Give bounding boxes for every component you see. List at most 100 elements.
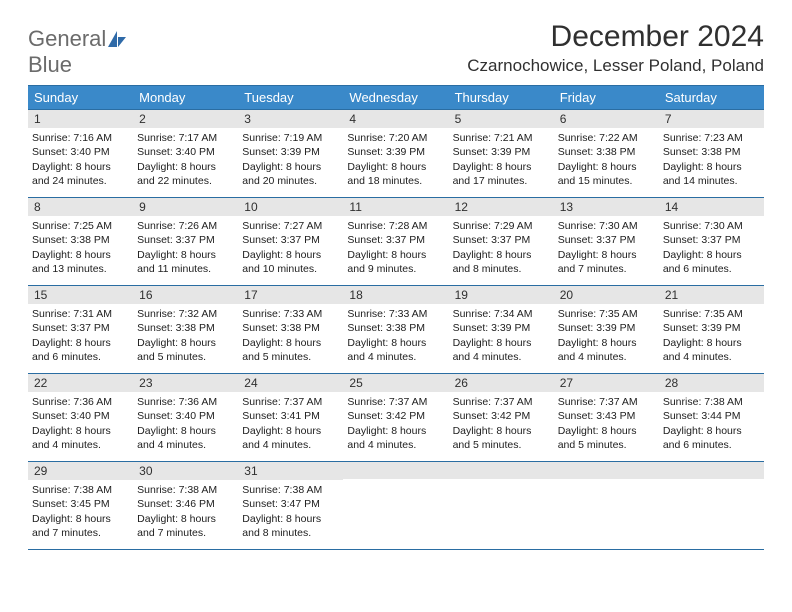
day-details xyxy=(659,479,764,539)
weekday-header: Tuesday xyxy=(238,86,343,110)
day-number: 17 xyxy=(238,286,343,304)
calendar-week-row: 15Sunrise: 7:31 AMSunset: 3:37 PMDayligh… xyxy=(28,286,764,374)
day-number: 21 xyxy=(659,286,764,304)
day-details: Sunrise: 7:35 AMSunset: 3:39 PMDaylight:… xyxy=(659,304,764,367)
day-details: Sunrise: 7:20 AMSunset: 3:39 PMDaylight:… xyxy=(343,128,448,191)
calendar-day-cell: 3Sunrise: 7:19 AMSunset: 3:39 PMDaylight… xyxy=(238,110,343,198)
day-number: 26 xyxy=(449,374,554,392)
day-number: 23 xyxy=(133,374,238,392)
day-number: 10 xyxy=(238,198,343,216)
day-number: 5 xyxy=(449,110,554,128)
calendar-day-cell: 22Sunrise: 7:36 AMSunset: 3:40 PMDayligh… xyxy=(28,374,133,462)
calendar-day-cell: 25Sunrise: 7:37 AMSunset: 3:42 PMDayligh… xyxy=(343,374,448,462)
day-details: Sunrise: 7:22 AMSunset: 3:38 PMDaylight:… xyxy=(554,128,659,191)
day-number: 7 xyxy=(659,110,764,128)
calendar-day-cell: 10Sunrise: 7:27 AMSunset: 3:37 PMDayligh… xyxy=(238,198,343,286)
calendar-day-cell xyxy=(449,462,554,550)
day-number: 24 xyxy=(238,374,343,392)
day-details: Sunrise: 7:30 AMSunset: 3:37 PMDaylight:… xyxy=(554,216,659,279)
logo-text-1: General xyxy=(28,26,106,51)
calendar-day-cell: 31Sunrise: 7:38 AMSunset: 3:47 PMDayligh… xyxy=(238,462,343,550)
day-number: 8 xyxy=(28,198,133,216)
logo-text: General Blue xyxy=(28,28,128,77)
calendar-day-cell: 23Sunrise: 7:36 AMSunset: 3:40 PMDayligh… xyxy=(133,374,238,462)
calendar-day-cell: 6Sunrise: 7:22 AMSunset: 3:38 PMDaylight… xyxy=(554,110,659,198)
logo-text-2: Blue xyxy=(28,52,72,77)
calendar-day-cell: 28Sunrise: 7:38 AMSunset: 3:44 PMDayligh… xyxy=(659,374,764,462)
calendar-day-cell: 1Sunrise: 7:16 AMSunset: 3:40 PMDaylight… xyxy=(28,110,133,198)
day-number: 28 xyxy=(659,374,764,392)
day-details: Sunrise: 7:28 AMSunset: 3:37 PMDaylight:… xyxy=(343,216,448,279)
day-details: Sunrise: 7:37 AMSunset: 3:42 PMDaylight:… xyxy=(343,392,448,455)
day-details xyxy=(449,479,554,539)
day-details: Sunrise: 7:38 AMSunset: 3:46 PMDaylight:… xyxy=(133,480,238,543)
day-details: Sunrise: 7:37 AMSunset: 3:42 PMDaylight:… xyxy=(449,392,554,455)
calendar-page: General Blue December 2024 Czarnochowice… xyxy=(0,0,792,570)
sail-icon xyxy=(106,29,128,54)
calendar-day-cell: 19Sunrise: 7:34 AMSunset: 3:39 PMDayligh… xyxy=(449,286,554,374)
calendar-week-row: 29Sunrise: 7:38 AMSunset: 3:45 PMDayligh… xyxy=(28,462,764,550)
day-number: 30 xyxy=(133,462,238,480)
calendar-week-row: 1Sunrise: 7:16 AMSunset: 3:40 PMDaylight… xyxy=(28,110,764,198)
day-details: Sunrise: 7:35 AMSunset: 3:39 PMDaylight:… xyxy=(554,304,659,367)
day-details: Sunrise: 7:23 AMSunset: 3:38 PMDaylight:… xyxy=(659,128,764,191)
day-details: Sunrise: 7:38 AMSunset: 3:45 PMDaylight:… xyxy=(28,480,133,543)
calendar-week-row: 22Sunrise: 7:36 AMSunset: 3:40 PMDayligh… xyxy=(28,374,764,462)
day-number: 27 xyxy=(554,374,659,392)
day-details: Sunrise: 7:37 AMSunset: 3:41 PMDaylight:… xyxy=(238,392,343,455)
day-details: Sunrise: 7:33 AMSunset: 3:38 PMDaylight:… xyxy=(343,304,448,367)
calendar-day-cell: 17Sunrise: 7:33 AMSunset: 3:38 PMDayligh… xyxy=(238,286,343,374)
day-number: 3 xyxy=(238,110,343,128)
calendar-day-cell: 15Sunrise: 7:31 AMSunset: 3:37 PMDayligh… xyxy=(28,286,133,374)
calendar-day-cell: 20Sunrise: 7:35 AMSunset: 3:39 PMDayligh… xyxy=(554,286,659,374)
calendar-day-cell xyxy=(659,462,764,550)
calendar-table: SundayMondayTuesdayWednesdayThursdayFrid… xyxy=(28,85,764,550)
day-number xyxy=(343,462,448,479)
calendar-week-row: 8Sunrise: 7:25 AMSunset: 3:38 PMDaylight… xyxy=(28,198,764,286)
weekday-header: Monday xyxy=(133,86,238,110)
calendar-day-cell: 21Sunrise: 7:35 AMSunset: 3:39 PMDayligh… xyxy=(659,286,764,374)
calendar-day-cell: 14Sunrise: 7:30 AMSunset: 3:37 PMDayligh… xyxy=(659,198,764,286)
day-number: 20 xyxy=(554,286,659,304)
day-number: 9 xyxy=(133,198,238,216)
day-details: Sunrise: 7:16 AMSunset: 3:40 PMDaylight:… xyxy=(28,128,133,191)
month-title: December 2024 xyxy=(467,20,764,54)
calendar-day-cell: 2Sunrise: 7:17 AMSunset: 3:40 PMDaylight… xyxy=(133,110,238,198)
day-details: Sunrise: 7:32 AMSunset: 3:38 PMDaylight:… xyxy=(133,304,238,367)
page-header: General Blue December 2024 Czarnochowice… xyxy=(28,20,764,77)
weekday-header: Thursday xyxy=(449,86,554,110)
calendar-day-cell xyxy=(554,462,659,550)
day-number: 6 xyxy=(554,110,659,128)
calendar-day-cell: 7Sunrise: 7:23 AMSunset: 3:38 PMDaylight… xyxy=(659,110,764,198)
day-number: 18 xyxy=(343,286,448,304)
day-number: 13 xyxy=(554,198,659,216)
day-details: Sunrise: 7:25 AMSunset: 3:38 PMDaylight:… xyxy=(28,216,133,279)
day-details xyxy=(343,479,448,539)
day-number xyxy=(554,462,659,479)
location: Czarnochowice, Lesser Poland, Poland xyxy=(467,56,764,76)
day-number: 19 xyxy=(449,286,554,304)
day-number: 2 xyxy=(133,110,238,128)
day-number: 11 xyxy=(343,198,448,216)
day-details: Sunrise: 7:17 AMSunset: 3:40 PMDaylight:… xyxy=(133,128,238,191)
day-details: Sunrise: 7:21 AMSunset: 3:39 PMDaylight:… xyxy=(449,128,554,191)
calendar-day-cell: 27Sunrise: 7:37 AMSunset: 3:43 PMDayligh… xyxy=(554,374,659,462)
day-details: Sunrise: 7:30 AMSunset: 3:37 PMDaylight:… xyxy=(659,216,764,279)
day-details: Sunrise: 7:31 AMSunset: 3:37 PMDaylight:… xyxy=(28,304,133,367)
calendar-day-cell: 5Sunrise: 7:21 AMSunset: 3:39 PMDaylight… xyxy=(449,110,554,198)
weekday-header: Wednesday xyxy=(343,86,448,110)
day-details: Sunrise: 7:37 AMSunset: 3:43 PMDaylight:… xyxy=(554,392,659,455)
calendar-day-cell: 16Sunrise: 7:32 AMSunset: 3:38 PMDayligh… xyxy=(133,286,238,374)
calendar-day-cell: 12Sunrise: 7:29 AMSunset: 3:37 PMDayligh… xyxy=(449,198,554,286)
day-number: 16 xyxy=(133,286,238,304)
day-details: Sunrise: 7:36 AMSunset: 3:40 PMDaylight:… xyxy=(133,392,238,455)
day-number: 25 xyxy=(343,374,448,392)
day-details: Sunrise: 7:27 AMSunset: 3:37 PMDaylight:… xyxy=(238,216,343,279)
calendar-body: 1Sunrise: 7:16 AMSunset: 3:40 PMDaylight… xyxy=(28,110,764,550)
calendar-day-cell: 11Sunrise: 7:28 AMSunset: 3:37 PMDayligh… xyxy=(343,198,448,286)
calendar-day-cell: 9Sunrise: 7:26 AMSunset: 3:37 PMDaylight… xyxy=(133,198,238,286)
weekday-header: Saturday xyxy=(659,86,764,110)
day-details xyxy=(554,479,659,539)
day-details: Sunrise: 7:29 AMSunset: 3:37 PMDaylight:… xyxy=(449,216,554,279)
calendar-day-cell: 18Sunrise: 7:33 AMSunset: 3:38 PMDayligh… xyxy=(343,286,448,374)
